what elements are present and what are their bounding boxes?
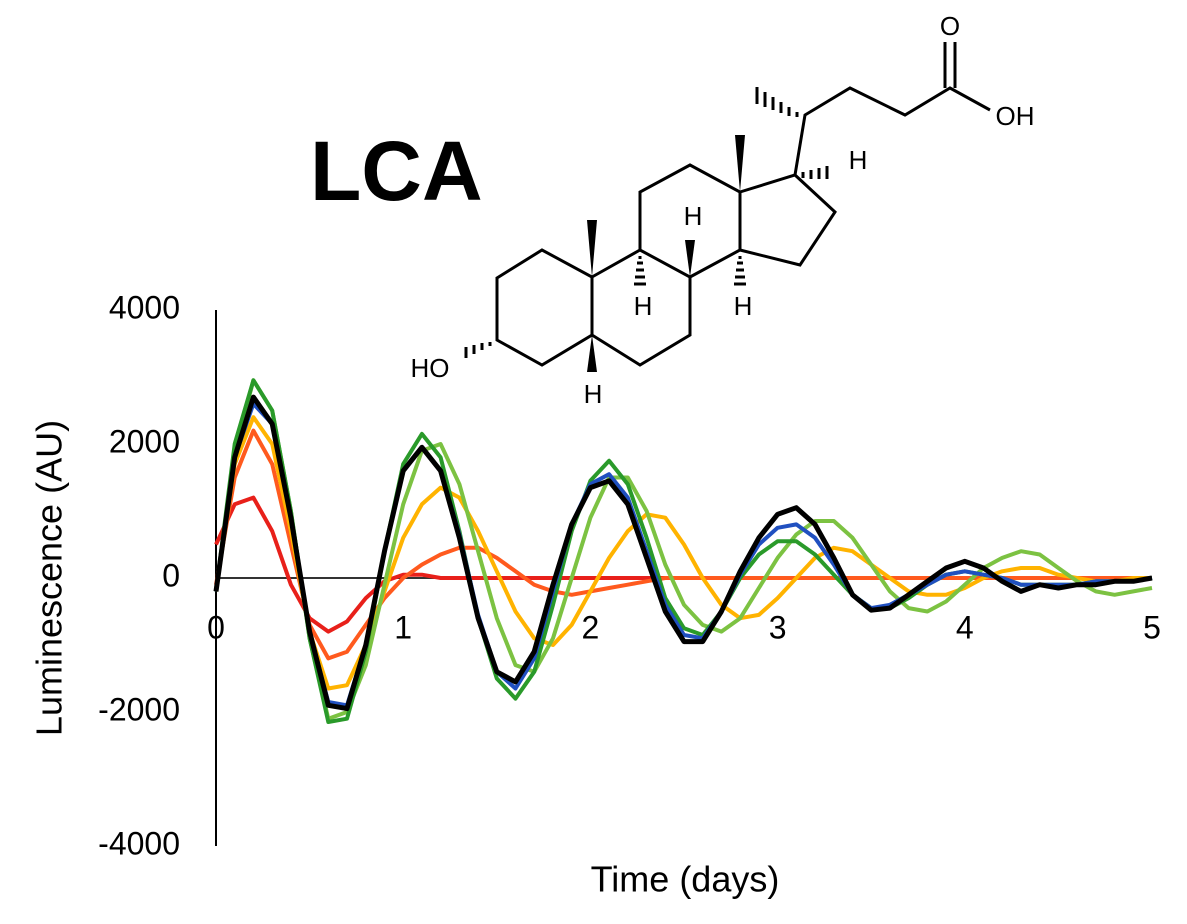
series-line [214,495,1152,634]
wedge [587,335,597,372]
x-tick-label: 3 [769,609,787,645]
hash [464,342,492,358]
wedge [735,135,745,192]
x-tick-label: 4 [956,609,974,645]
series-line [213,394,1153,712]
hash [734,256,746,286]
ring [638,163,742,279]
ring [591,248,692,367]
x-tick-label: 0 [207,609,225,645]
x-tick-label: 5 [1143,609,1161,645]
atom-label: OH [996,101,1035,131]
x-tick-label: 1 [394,609,412,645]
atom-label: H [584,379,603,409]
x-tick-label: 2 [582,609,600,645]
atom-label: H [684,201,703,231]
atom-label: H [634,291,653,321]
chart-title: LCA [310,124,483,218]
y-tick-label: 4000 [109,289,180,325]
hash [801,166,829,179]
hash [755,87,799,117]
y-tick-label: -2000 [98,691,180,727]
carbonyl [943,42,957,88]
ring [739,173,837,267]
structure: O OH H H H H HO H [411,11,1035,409]
x-axis-title: Time (days) [591,859,780,900]
atom-label: H [849,145,868,175]
hash [634,256,646,286]
wedge [685,240,695,277]
side-chain [793,86,991,176]
y-axis-title: Luminescence (AU) [29,420,70,736]
atom-label: O [940,11,960,41]
y-tick-label: 0 [162,557,180,593]
y-tick-label: -4000 [98,825,180,861]
y-tick-label: 2000 [109,423,180,459]
atom-label: H [734,291,753,321]
ring [495,248,594,367]
series-line [214,378,1153,721]
wedge [587,220,597,277]
atom-label: HO [411,353,450,383]
